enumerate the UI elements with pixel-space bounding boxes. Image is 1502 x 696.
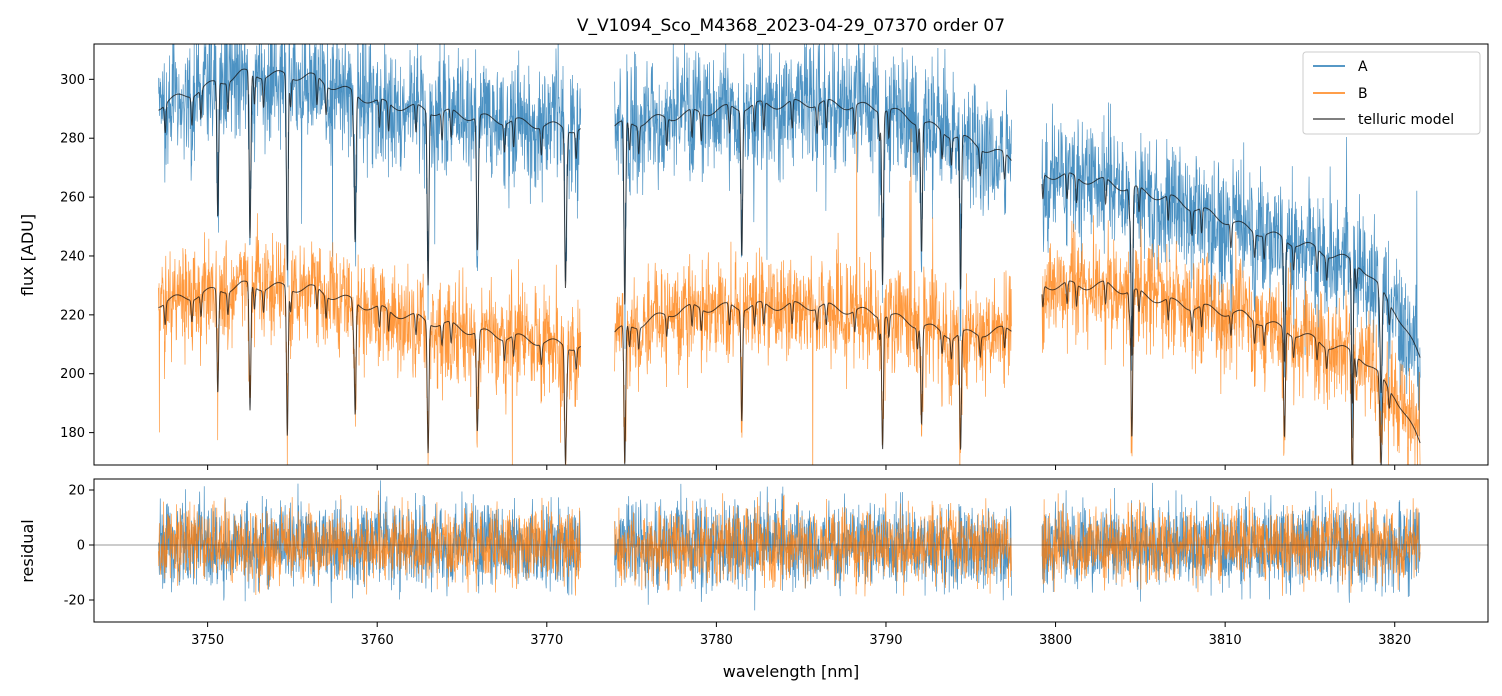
legend-entry-telluric: telluric model (1313, 112, 1454, 128)
y-tick-label-260: 260 (60, 191, 85, 206)
y-tick-label-300: 300 (60, 73, 85, 88)
y-tick-label-220: 220 (60, 308, 85, 323)
telluric-model-b-segment-2 (614, 301, 1012, 465)
series-b-residual (158, 488, 1421, 597)
x-tick-label-3760: 3760 (361, 633, 394, 648)
residual-y-tick-label-0: 0 (77, 539, 85, 554)
y-tick-label-180: 180 (60, 426, 85, 441)
top-x-ticks (207, 465, 1396, 470)
x-tick-label-3780: 3780 (700, 633, 733, 648)
bottom-x-ticks: 3750 3760 3770 3780 3790 3800 3810 3820 (191, 622, 1411, 648)
legend-label-b: B (1358, 86, 1368, 102)
y-axis-label-flux: flux [ADU] (18, 214, 37, 296)
series-a-flux-segment-2 (614, 44, 1012, 349)
telluric-model-a-segment-2 (614, 98, 1012, 305)
bottom-axes-frame (93, 478, 1489, 623)
y-tick-label-280: 280 (60, 132, 85, 147)
y-axis-label-residual: residual (18, 519, 37, 582)
series-a-flux-segment-1 (158, 44, 582, 320)
legend-box (1302, 51, 1481, 135)
legend: A B telluric model (1302, 51, 1481, 135)
series-b-flux-segment-1 (158, 213, 582, 465)
series-a-flux-segment-3 (1041, 102, 1421, 439)
legend-label-telluric: telluric model (1358, 112, 1454, 128)
legend-entry-a: A (1313, 59, 1368, 75)
telluric-model-a-segment-1 (158, 68, 581, 289)
y-tick-label-240: 240 (60, 249, 85, 264)
top-panel: 180 200 220 240 260 280 300 flux [ADU] (18, 43, 1489, 470)
series-b-residual-segment-2 (614, 493, 1012, 597)
x-tick-label-3810: 3810 (1209, 633, 1242, 648)
telluric-model-lines (158, 68, 1421, 465)
series-b-residual-segment-3 (1041, 488, 1421, 596)
top-axes-frame (93, 43, 1489, 466)
x-tick-label-3750: 3750 (191, 633, 224, 648)
telluric-model-b-segment-3 (1041, 280, 1421, 465)
legend-label-a: A (1358, 59, 1368, 75)
telluric-model-a-segment-3 (1041, 172, 1421, 404)
legend-entry-b: B (1313, 86, 1368, 102)
residual-y-tick-label-20: 20 (68, 484, 85, 499)
top-y-ticks: 180 200 220 240 260 280 300 (60, 73, 94, 441)
x-tick-label-3820: 3820 (1378, 633, 1411, 648)
x-axis-label: wavelength [nm] (723, 662, 860, 681)
series-a-flux (158, 44, 1421, 439)
bottom-y-ticks: -20 0 20 (64, 484, 94, 609)
series-b-flux (158, 128, 1421, 465)
y-tick-label-200: 200 (60, 367, 85, 382)
x-tick-label-3790: 3790 (869, 633, 902, 648)
x-tick-label-3770: 3770 (530, 633, 563, 648)
x-tick-label-3800: 3800 (1039, 633, 1072, 648)
telluric-model-b-segment-1 (158, 280, 581, 465)
residual-y-tick-label--20: -20 (64, 594, 85, 609)
series-b-residual-segment-1 (158, 490, 582, 596)
series-b-flux-segment-2 (614, 128, 1012, 465)
chart-title: V_V1094_Sco_M4368_2023-04-29_07370 order… (577, 16, 1005, 36)
